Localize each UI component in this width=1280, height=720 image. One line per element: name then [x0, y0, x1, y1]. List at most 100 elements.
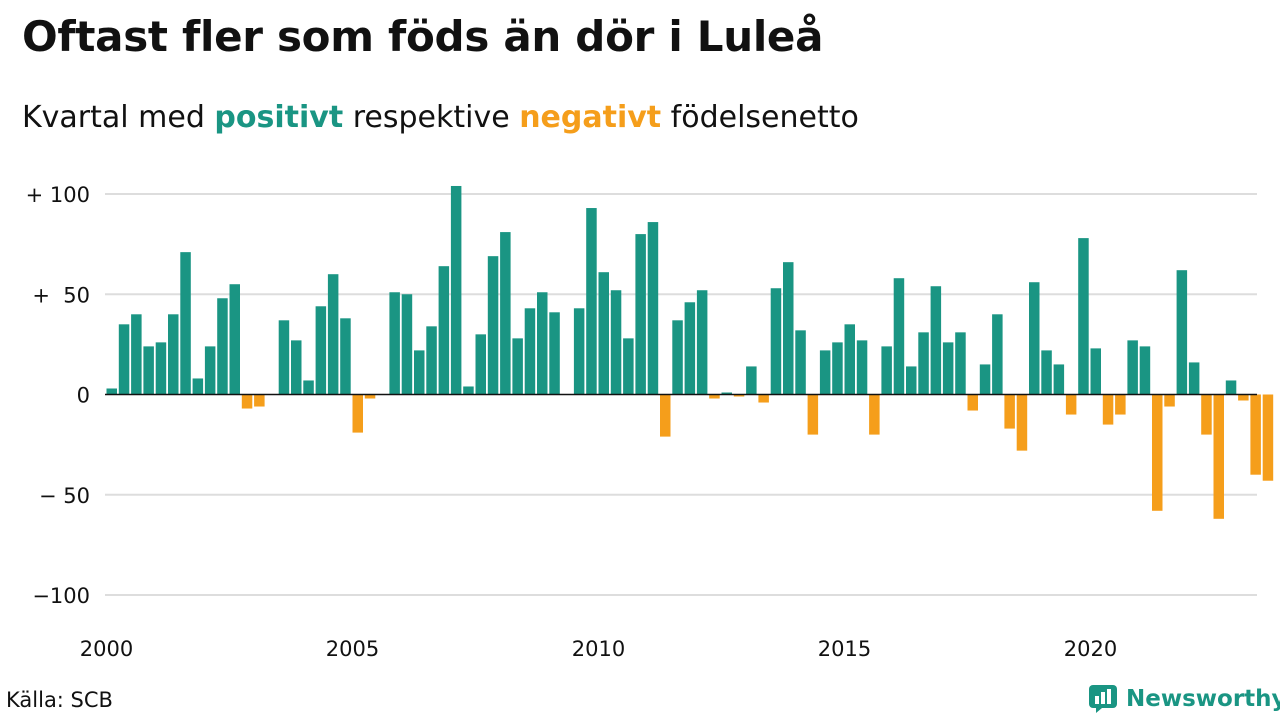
bar-negative: [1213, 394, 1224, 519]
bar-positive: [315, 306, 327, 395]
bar-positive: [291, 340, 302, 395]
x-tick-label: 2010: [572, 637, 625, 661]
bar-negative: [758, 394, 769, 403]
bar-positive: [1053, 364, 1065, 395]
bar-positive: [610, 290, 622, 395]
bar-positive: [426, 326, 437, 395]
source-label: Källa: SCB: [6, 688, 113, 712]
bar-negative: [807, 394, 819, 435]
bar-positive: [598, 272, 609, 395]
bar-chart-logo-icon: [1089, 685, 1117, 713]
bar-positive: [537, 292, 548, 395]
bar-positive: [832, 342, 843, 395]
bar-negative: [352, 394, 363, 433]
bar-positive: [217, 298, 228, 395]
bar-positive: [647, 222, 659, 395]
bar-positive: [893, 278, 905, 395]
bar-positive: [475, 334, 486, 395]
bar-positive: [844, 324, 855, 395]
bar-negative: [1238, 394, 1249, 401]
bar-positive: [168, 314, 179, 395]
bar-negative: [1250, 394, 1261, 475]
bar-positive: [930, 286, 942, 395]
y-tick-label: −100: [32, 584, 90, 608]
bar-positive: [500, 232, 511, 395]
bar-positive: [1139, 346, 1151, 395]
bar-negative: [1016, 394, 1028, 451]
bar-negative: [1065, 394, 1077, 415]
bar-negative: [364, 394, 376, 399]
bar-positive: [524, 308, 536, 395]
bar-negative: [733, 394, 745, 397]
y-tick-label: + 100: [26, 183, 90, 207]
bar-positive: [979, 364, 991, 395]
x-tick-label: 2015: [818, 637, 871, 661]
bar-negative: [1102, 394, 1114, 425]
bar-positive: [512, 338, 523, 395]
bar-positive: [955, 332, 966, 395]
subtitle-text-post: födelsenetto: [661, 100, 859, 135]
bar-positive: [1078, 238, 1089, 395]
bar-positive: [180, 252, 191, 395]
bar-positive: [696, 290, 708, 395]
bar-positive: [856, 340, 868, 395]
x-tick-label: 2000: [80, 637, 133, 661]
bar-negative: [1115, 394, 1126, 415]
bar-negative: [1152, 394, 1163, 511]
subtitle-positive-keyword: positivt: [214, 100, 344, 135]
bar-positive: [450, 185, 462, 395]
bar-positive: [389, 292, 400, 395]
subtitle-negative-keyword: negativt: [519, 100, 662, 135]
bar-negative: [967, 394, 978, 411]
bar-negative: [1004, 394, 1015, 429]
bar-positive: [401, 294, 413, 395]
bar-positive: [783, 262, 794, 395]
bar-positive: [106, 388, 117, 395]
bar-positive: [881, 346, 892, 395]
bar-positive: [906, 366, 917, 395]
bar-negative: [1164, 394, 1175, 407]
brand-logo: Newsworthy: [1088, 684, 1280, 714]
bar-positive: [549, 312, 560, 395]
bar-positive: [1176, 270, 1188, 395]
bar-positive: [721, 392, 732, 395]
y-tick-label: 0: [77, 384, 90, 408]
bar-negative: [241, 394, 253, 409]
bar-positive: [1188, 362, 1200, 395]
bar-positive: [155, 342, 167, 395]
bar-chart: + 100 + 50 0 − 50 −100 2000 2005 2010 2015 2020: [26, 183, 1274, 661]
bar-positive: [487, 256, 499, 395]
bar-positive: [819, 350, 831, 395]
bar-negative: [709, 394, 720, 399]
bar-positive: [1225, 380, 1237, 395]
bar-positive: [1041, 350, 1052, 395]
bar-positive: [573, 308, 585, 395]
bar-positive: [414, 350, 425, 395]
chart-subtitle: Kvartal med positivt respektive negativt…: [22, 100, 859, 135]
bar-positive: [918, 332, 929, 395]
bar-positive: [463, 386, 474, 395]
bar-positive: [192, 378, 204, 395]
bar-positive: [795, 330, 806, 395]
bar-positive: [131, 314, 142, 395]
bar-positive: [586, 208, 597, 395]
bar-positive: [118, 324, 130, 395]
bar-positive: [303, 380, 314, 395]
bar-positive: [770, 288, 782, 395]
bar-positive: [327, 274, 339, 395]
bar-positive: [204, 346, 216, 395]
bar-positive: [143, 346, 154, 395]
bar-positive: [635, 234, 646, 395]
bar-positive: [438, 266, 450, 395]
bar-negative: [1262, 394, 1274, 481]
bar-positive: [672, 320, 683, 395]
bar-positive: [229, 284, 240, 395]
bar-negative: [869, 394, 880, 435]
bar-positive: [1090, 348, 1101, 395]
bar-positive: [942, 342, 954, 395]
y-tick-label: − 50: [39, 484, 90, 508]
bar-negative: [254, 394, 265, 407]
chart-title: Oftast fler som föds än dör i Luleå: [22, 12, 824, 61]
x-tick-label: 2005: [326, 637, 379, 661]
bar-negative: [660, 394, 671, 437]
